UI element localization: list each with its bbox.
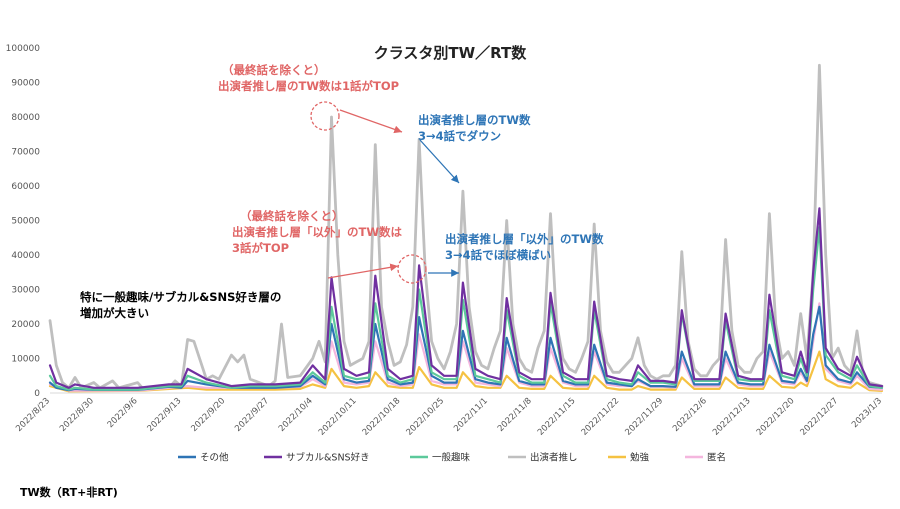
series-line: [48, 350, 884, 393]
x-tick-label: 2022/9/20: [189, 396, 227, 434]
y-tick-label: 40000: [11, 251, 40, 261]
y-tick-label: 90000: [11, 79, 40, 89]
y-tick-label: 80000: [11, 113, 40, 123]
y-tick-label: 100000: [6, 44, 41, 54]
annotation-red-top: （最終話を除くと） 出演者推し層のTW数は1話がTOP: [218, 63, 399, 93]
x-axis: 2022/8/23 2022/8/30 2022/9/6 2022/9/13 2022/…: [14, 392, 884, 438]
x-tick-label: 2022/11/15: [536, 396, 578, 438]
y-tick-label: 60000: [11, 182, 40, 192]
chart-title: クラスタ別TW／RT数: [374, 44, 528, 62]
arrow-blue-top: [419, 139, 460, 184]
x-tick-label: 2022/11/1: [452, 396, 490, 434]
annotation-line: 特に一般趣味/サブカル&SNS好き層の: [80, 290, 281, 304]
plot-area: [48, 63, 884, 393]
highlight-circle-ep3: [397, 254, 427, 284]
x-tick-label: 2022/12/6: [671, 396, 709, 434]
x-tick-label: 2022/12/27: [799, 396, 841, 438]
x-tick-label: 2022/12/13: [711, 396, 753, 438]
annotation-line: 出演者推し層のTW数は1話がTOP: [218, 79, 399, 93]
x-tick-label: 2022/10/18: [361, 396, 403, 438]
annotation-note: 特に一般趣味/サブカル&SNS好き層の 増加が大きい: [80, 290, 281, 320]
annotation-line: 3→4話でダウン: [418, 129, 501, 143]
annotation-line: 出演者推し層「以外」のTW数: [445, 232, 604, 246]
annotation-blue-mid: 出演者推し層「以外」のTW数 3→4話でほぼ横ばい: [445, 232, 604, 262]
legend-label: 匿名: [707, 452, 726, 464]
annotation-line: （最終話を除くと）: [240, 209, 344, 223]
y-tick-label: 30000: [11, 286, 40, 296]
y-tick-label: 70000: [11, 148, 40, 158]
annotation-line: 3→4話でほぼ横ばい: [445, 248, 551, 262]
series-line: [48, 302, 884, 392]
series-line: [48, 207, 884, 389]
legend-label: 勉強: [630, 452, 650, 464]
series-line: [48, 305, 884, 392]
legend: その他 サブカル&SNS好き 一般趣味 出演者推し 勉強 匿名: [178, 452, 726, 464]
legend-label: その他: [200, 452, 229, 464]
x-tick-label: 2023/1/3: [850, 396, 884, 430]
y-tick-label: 10000: [11, 355, 40, 365]
legend-label: サブカル&SNS好き: [286, 452, 370, 464]
series-line: [48, 63, 884, 392]
annotation-line: 増加が大きい: [80, 306, 149, 320]
x-tick-label: 2022/11/22: [580, 396, 622, 438]
series-line: [48, 226, 884, 391]
x-tick-label: 2022/12/20: [755, 396, 797, 438]
legend-label: 一般趣味: [432, 452, 471, 464]
y-tick-label: 50000: [11, 217, 40, 227]
x-tick-label: 2022/8/30: [58, 396, 96, 434]
annotation-line: （最終話を除くと）: [222, 63, 326, 77]
x-tick-label: 2022/9/13: [146, 396, 184, 434]
annotation-marks: [310, 101, 460, 284]
x-tick-label: 2022/8/23: [14, 396, 52, 434]
x-tick-label: 2022/10/11: [317, 396, 359, 438]
arrow-red-top: [339, 109, 403, 134]
annotation-red-mid: （最終話を除くと） 出演者推し層「以外」のTW数は 3話がTOP: [232, 209, 403, 255]
y-axis: 0 10000 20000 30000 40000 50000 60000 70000 8000…: [6, 44, 41, 399]
arrow-red-mid: [327, 263, 399, 279]
x-tick-label: 2022/10/4: [277, 396, 315, 434]
x-tick-label: 2022/9/27: [233, 396, 271, 434]
legend-label: 出演者推し: [530, 452, 578, 464]
annotation-line: 出演者推し層「以外」のTW数は: [232, 225, 403, 239]
x-tick-label: 2022/10/25: [405, 396, 447, 438]
annotation-blue-top: 出演者推し層のTW数 3→4話でダウン: [418, 113, 531, 143]
annotation-line: 出演者推し層のTW数: [418, 113, 531, 127]
x-tick-label: 2022/11/29: [623, 396, 665, 438]
x-tick-label: 2022/9/6: [106, 396, 140, 430]
footer-caption: TW数（RT+非RT): [20, 485, 118, 499]
highlight-circle-ep1: [310, 101, 340, 131]
x-tick-label: 2022/11/8: [496, 396, 534, 434]
y-tick-label: 0: [34, 389, 40, 399]
annotation-line: 3話がTOP: [232, 241, 289, 255]
y-tick-label: 20000: [11, 320, 40, 330]
